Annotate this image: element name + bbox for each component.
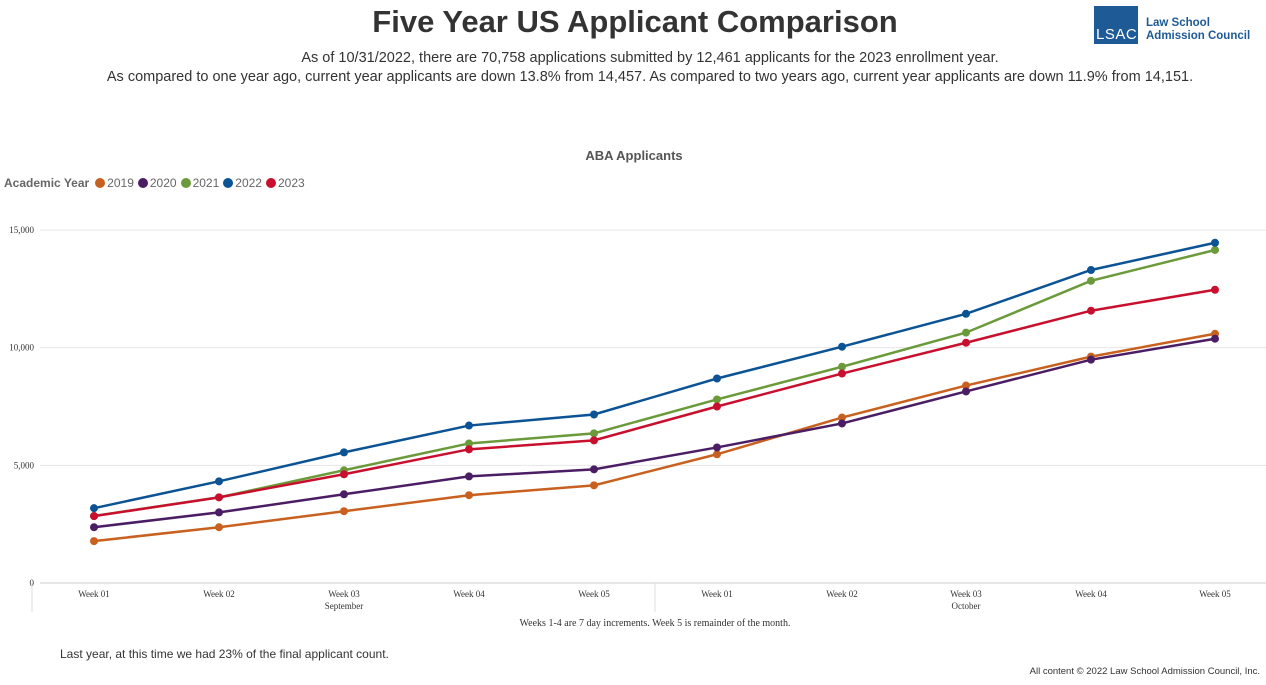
legend: Academic Year 2019 2020 2021 2022 2023 xyxy=(4,176,309,190)
data-point-2019 xyxy=(465,491,473,500)
legend-label: 2019 xyxy=(107,176,134,190)
data-point-2021 xyxy=(713,395,721,404)
x-tick-label: Week 04 xyxy=(453,589,485,599)
data-point-2019 xyxy=(340,507,348,516)
data-point-2019 xyxy=(838,413,846,422)
legend-dot xyxy=(95,178,106,188)
series-line-2021 xyxy=(93,248,1216,518)
lsac-logo-text: Law School Admission Council xyxy=(1146,17,1251,42)
data-point-2019 xyxy=(962,381,970,390)
legend-item-2019[interactable]: 2019 xyxy=(95,176,134,190)
legend-dot xyxy=(265,178,276,188)
legend-item-2022[interactable]: 2022 xyxy=(223,176,262,190)
data-point-2023 xyxy=(90,512,98,521)
data-point-2022 xyxy=(215,477,223,486)
subtitle-comparison: As compared to one year ago, current yea… xyxy=(106,69,1194,85)
data-point-2019 xyxy=(215,523,223,532)
data-point-2021 xyxy=(465,439,473,448)
data-point-2021 xyxy=(590,429,598,438)
x-group-label: September xyxy=(325,601,364,611)
data-point-2023 xyxy=(1211,285,1219,294)
lsac-logo-mark: LSAC xyxy=(1094,6,1138,44)
legend-dot xyxy=(180,178,191,188)
legend-item-2021[interactable]: 2021 xyxy=(180,176,220,190)
data-point-2022 xyxy=(90,504,98,513)
data-point-2023 xyxy=(340,470,348,479)
data-point-2022 xyxy=(838,342,846,351)
data-point-2020 xyxy=(90,523,98,532)
page-title: Five Year US Applicant Comparison xyxy=(372,4,898,39)
data-point-2021 xyxy=(1211,245,1219,254)
legend-item-2020[interactable]: 2020 xyxy=(137,176,177,190)
x-group-label: October xyxy=(952,601,981,611)
data-point-2020 xyxy=(590,465,598,474)
data-point-2020 xyxy=(465,472,473,481)
x-tick-label: Week 04 xyxy=(1075,589,1107,599)
series-line-2019 xyxy=(93,332,1216,543)
legend-dot xyxy=(137,178,148,188)
lsac-logo: LSAC Law School Admission Council xyxy=(1094,6,1250,44)
footer-note: Last year, at this time we had 23% of th… xyxy=(60,647,389,661)
data-point-2020 xyxy=(713,443,721,452)
data-point-2022 xyxy=(590,410,598,419)
data-point-2021 xyxy=(962,328,970,337)
x-tick-label: Week 01 xyxy=(701,589,733,599)
data-point-2019 xyxy=(90,537,98,546)
data-point-2019 xyxy=(713,450,721,459)
data-point-2022 xyxy=(1211,238,1219,247)
y-tick-label: 10,000 xyxy=(9,343,34,353)
legend-title: Academic Year xyxy=(4,176,90,190)
data-point-2023 xyxy=(465,445,473,454)
data-point-2020 xyxy=(340,490,348,499)
copyright: All content © 2022 Law School Admission … xyxy=(1029,666,1260,677)
series-line-2023 xyxy=(93,288,1216,518)
data-point-2023 xyxy=(1087,306,1095,315)
legend-label: 2022 xyxy=(235,176,262,190)
x-axis-note: Weeks 1-4 are 7 day increments. Week 5 i… xyxy=(520,618,791,629)
data-point-2021 xyxy=(838,362,846,371)
data-point-2023 xyxy=(962,338,970,347)
chart-title: ABA Applicants xyxy=(585,148,683,163)
series-line-2020 xyxy=(93,337,1216,529)
data-point-2023 xyxy=(838,369,846,378)
data-point-2020 xyxy=(1087,355,1095,364)
x-tick-label: Week 03 xyxy=(950,589,982,599)
y-tick-label: 15,000 xyxy=(9,225,34,235)
x-tick-label: Week 05 xyxy=(578,589,610,599)
data-point-2022 xyxy=(713,374,721,383)
data-point-2022 xyxy=(465,421,473,430)
data-point-2022 xyxy=(340,448,348,457)
data-point-2020 xyxy=(838,419,846,428)
legend-label: 2020 xyxy=(149,176,177,190)
data-point-2022 xyxy=(1087,266,1095,275)
x-tick-label: Week 03 xyxy=(328,589,360,599)
legend-dot xyxy=(223,178,234,188)
data-point-2023 xyxy=(590,436,598,445)
data-point-2023 xyxy=(215,493,223,502)
legend-label: 2023 xyxy=(277,176,305,190)
data-point-2019 xyxy=(590,481,598,490)
x-tick-label: Week 01 xyxy=(78,589,110,599)
data-point-2022 xyxy=(962,309,970,318)
data-point-2020 xyxy=(962,387,970,396)
subtitle-summary: As of 10/31/2022, there are 70,758 appli… xyxy=(301,50,999,66)
legend-label: 2021 xyxy=(192,176,220,190)
series-line-2022 xyxy=(93,241,1216,510)
x-tick-label: Week 05 xyxy=(1199,589,1231,599)
y-tick-label: 5,000 xyxy=(14,460,35,470)
x-tick-label: Week 02 xyxy=(203,589,235,599)
data-point-2020 xyxy=(1211,334,1219,343)
data-point-2023 xyxy=(713,402,721,411)
data-point-2020 xyxy=(215,508,223,517)
data-point-2021 xyxy=(1087,276,1095,285)
x-tick-label: Week 02 xyxy=(826,589,858,599)
legend-item-2023[interactable]: 2023 xyxy=(265,176,305,190)
